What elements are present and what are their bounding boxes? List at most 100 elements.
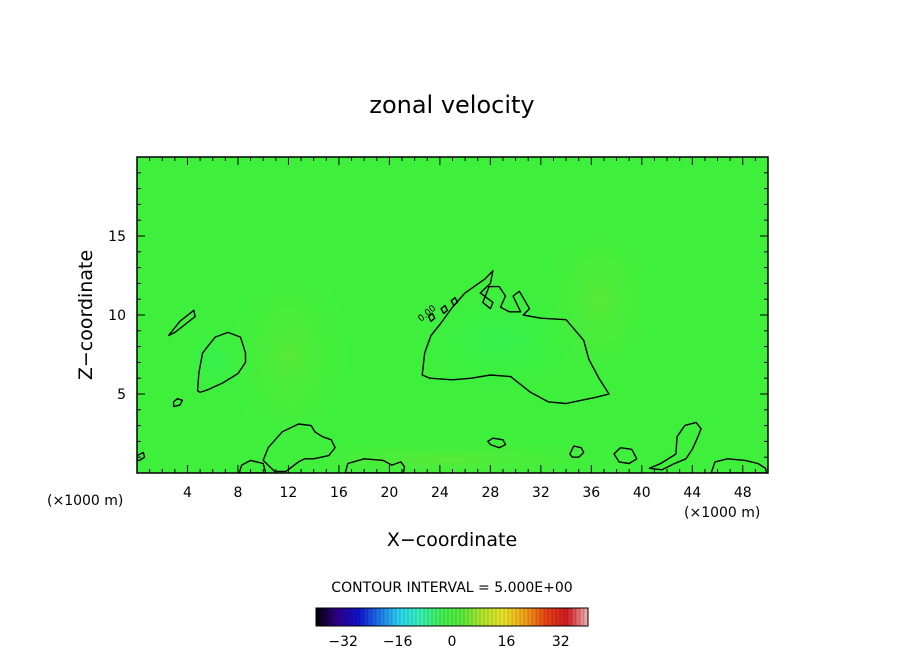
colorbar-cell — [336, 608, 341, 626]
contour-line-central-eye-c — [450, 296, 459, 307]
contour-line-bottom-mid-3 — [569, 445, 585, 458]
colorbar-cell — [452, 608, 457, 626]
shade-region — [220, 245, 360, 465]
colorbar-cell — [580, 608, 585, 626]
colorbar-cells — [315, 608, 589, 626]
colorbar-cell — [524, 608, 529, 626]
colorbar-labels: −32 −16 0 16 32 — [328, 634, 569, 650]
colorbar: −32 −16 0 16 32 — [315, 607, 589, 650]
contour-line-bottom-mid-2 — [487, 437, 507, 449]
colorbar-cell — [540, 608, 545, 626]
chart-title: zonal velocity — [369, 91, 534, 119]
colorbar-cell — [340, 608, 345, 626]
contour-line-central-eye-a — [427, 312, 436, 322]
colorbar-cell — [344, 608, 349, 626]
colorbar-cell — [544, 608, 549, 626]
colorbar-cell — [516, 608, 521, 626]
colorbar-cell — [508, 608, 513, 626]
contour-layer — [137, 270, 768, 473]
colorbar-cell — [548, 608, 553, 626]
colorbar-cell — [500, 608, 505, 626]
colorbar-cell — [320, 608, 325, 626]
x-tick-label: 8 — [233, 485, 242, 501]
colorbar-cell — [316, 608, 321, 626]
contour-line-bottom-right-2 — [648, 421, 702, 471]
colorbar-cell — [532, 608, 537, 626]
x-tick-label: 20 — [380, 485, 398, 501]
x-axis-label: X−coordinate — [387, 529, 517, 551]
colorbar-cell — [436, 608, 441, 626]
colorbar-cell — [468, 608, 473, 626]
field-shading — [137, 200, 768, 473]
x-tick-label: 12 — [280, 485, 298, 501]
colorbar-cell — [504, 608, 509, 626]
contour-line-bottom-right-3 — [710, 458, 768, 473]
colorbar-tick-label: 32 — [552, 634, 570, 650]
x-tick-label: 36 — [582, 485, 600, 501]
contour-line-left-edge — [137, 451, 146, 462]
colorbar-cell — [352, 608, 357, 626]
x-tick-label: 40 — [633, 485, 651, 501]
contour-line-bottom-mid-1 — [344, 458, 406, 473]
contour-line-bottom-right-1 — [613, 447, 638, 465]
x-axis-ticks: 4 8 12 16 20 24 28 32 36 40 44 48 — [149, 157, 756, 501]
colorbar-cell — [552, 608, 557, 626]
contour-line-central-blob — [421, 270, 610, 405]
colorbar-cell — [372, 608, 377, 626]
colorbar-cell — [360, 608, 365, 626]
colorbar-cell — [456, 608, 461, 626]
colorbar-cell — [324, 608, 329, 626]
shade-region — [175, 320, 255, 400]
contour-line-small-left-upper — [167, 309, 196, 337]
colorbar-cell — [424, 608, 429, 626]
colorbar-tick-label: 16 — [497, 634, 515, 650]
shade-region — [410, 280, 590, 400]
colorbar-cell — [432, 608, 437, 626]
shade-region — [230, 435, 670, 473]
colorbar-cell — [480, 608, 485, 626]
colorbar-cell — [536, 608, 541, 626]
colorbar-tick-label: 0 — [448, 634, 457, 650]
x-tick-label: 24 — [431, 485, 449, 501]
contour-line-small-left-lower — [172, 398, 184, 408]
colorbar-cell — [476, 608, 481, 626]
colorbar-cell — [408, 608, 413, 626]
colorbar-cell — [392, 608, 397, 626]
colorbar-cell — [512, 608, 517, 626]
x-tick-label: 48 — [734, 485, 752, 501]
colorbar-cell — [420, 608, 425, 626]
colorbar-cell — [368, 608, 373, 626]
colorbar-cell — [484, 608, 489, 626]
colorbar-cell — [576, 608, 581, 626]
contour-interval-label: CONTOUR INTERVAL = 5.000E+00 — [331, 580, 572, 596]
x-tick-label: 32 — [532, 485, 550, 501]
x-tick-label: 4 — [183, 485, 192, 501]
colorbar-cell — [496, 608, 501, 626]
colorbar-cell — [444, 608, 449, 626]
colorbar-cell — [376, 608, 381, 626]
colorbar-cell — [356, 608, 361, 626]
colorbar-cell — [464, 608, 469, 626]
y-tick-label: 10 — [108, 308, 126, 324]
colorbar-cell — [460, 608, 465, 626]
colorbar-cell — [584, 608, 589, 626]
contour-line-left-lobe — [196, 331, 247, 394]
y-axis-ticks: 5 10 15 — [108, 172, 768, 458]
colorbar-cell — [560, 608, 565, 626]
colorbar-cell — [568, 608, 573, 626]
colorbar-frame — [315, 607, 589, 627]
colorbar-cell — [328, 608, 333, 626]
colorbar-cell — [428, 608, 433, 626]
contour-line-bottom-left-1 — [262, 423, 336, 473]
colorbar-cell — [380, 608, 385, 626]
colorbar-cell — [448, 608, 453, 626]
colorbar-cell — [412, 608, 417, 626]
colorbar-cell — [556, 608, 561, 626]
colorbar-cell — [492, 608, 497, 626]
colorbar-cell — [520, 608, 525, 626]
colorbar-cell — [416, 608, 421, 626]
colorbar-cell — [384, 608, 389, 626]
contour-line-central-eye-b — [440, 304, 449, 315]
